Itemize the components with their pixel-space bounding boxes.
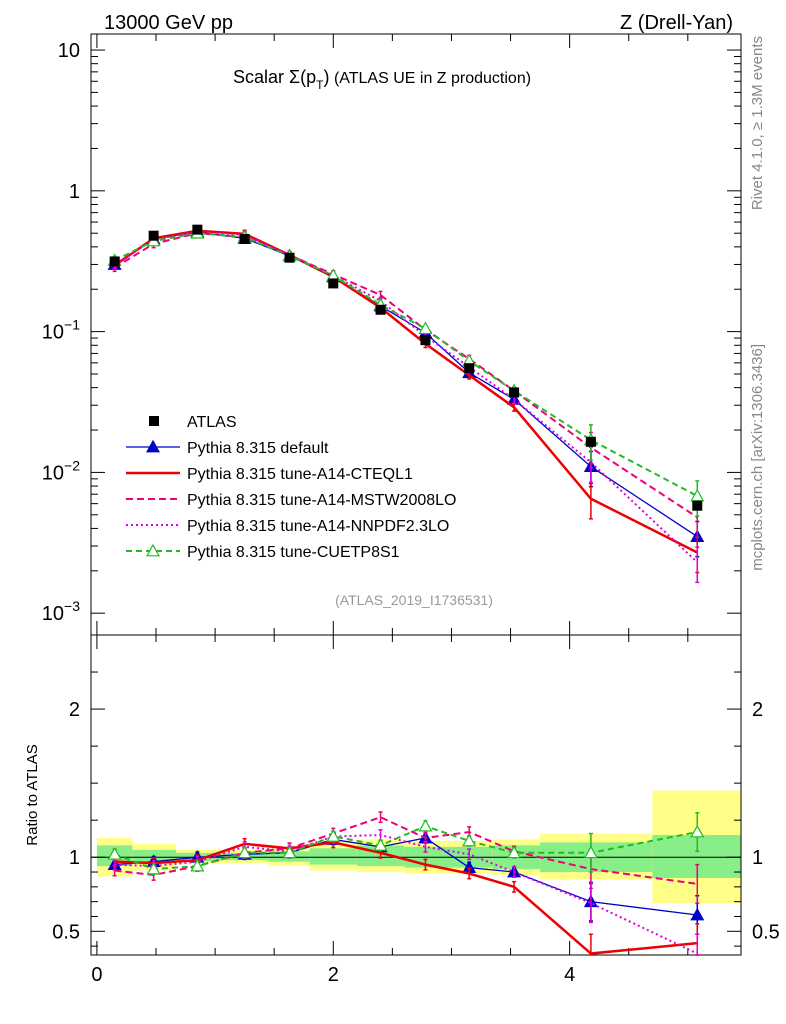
ratio-point-cuetp8s1	[690, 824, 705, 838]
legend-label-data: ATLAS	[187, 414, 237, 431]
mcplots-label: mcplots.cern.ch [arXiv:1306.3436]	[749, 344, 766, 571]
ratio-point-cuetp8s1	[507, 845, 522, 859]
y-tick-mantissa: 10	[42, 603, 64, 625]
ratio-line-default	[114, 837, 698, 916]
ratio-point-cuetp8s1	[583, 845, 598, 859]
ratio-y-axis-label: Ratio to ATLAS	[24, 744, 41, 845]
y-tick-exponent: −1	[64, 317, 80, 333]
legend-marker-data	[149, 416, 159, 426]
legend-marker-cuetp8s1	[145, 543, 161, 557]
ratio-point-cuetp8s1	[190, 858, 205, 872]
ratio-point-cuetp8s1	[373, 838, 388, 851]
y-tick-label: 10−2	[42, 457, 80, 484]
ratio-y-tick-label-right: 0.5	[752, 921, 780, 943]
y-tick-label: 10−3	[42, 598, 80, 625]
legend-marker-default	[145, 439, 161, 453]
ratio-point-cuetp8s1	[107, 847, 122, 860]
ratio-point-default	[690, 907, 705, 921]
legend-label-mstw: Pythia 8.315 tune-A14-MSTW2008LO	[187, 492, 456, 509]
y-tick-label: 1	[69, 181, 80, 203]
data-point	[239, 233, 250, 244]
data-point	[509, 387, 520, 398]
ratio-point-cuetp8s1	[146, 861, 161, 875]
ratio-y-tick-label-right: 1	[752, 847, 763, 869]
legend-label-cuetp8s1: Pythia 8.315 tune-CUETP8S1	[187, 544, 400, 561]
ratio-y-tick-label-right: 2	[752, 699, 763, 721]
ratio-point-cuetp8s1	[326, 829, 341, 842]
main-title: Scalar Σ(pT) (ATLAS UE in Z production)	[233, 67, 531, 92]
ratio-axis-ticks: 2 2 1 1 0.5 0.5 0 2 4	[52, 635, 780, 986]
ratio-uncertainty-bands	[91, 790, 741, 904]
ratio-point-cuetp8s1	[462, 833, 477, 847]
series-point-cuetp8s1	[690, 488, 705, 502]
data-point	[585, 436, 596, 447]
x-tick-label: 0	[91, 964, 102, 986]
data-point	[692, 500, 703, 511]
x-tick-label: 4	[564, 964, 575, 986]
legend: ATLAS Pythia 8.315 default Pythia 8.315 tu…	[126, 414, 456, 561]
band-inner-segment	[309, 848, 357, 865]
data-point	[375, 304, 386, 315]
title-main-text: Scalar Σ(p	[233, 67, 316, 87]
header-left-label: 13000 GeV pp	[104, 12, 233, 34]
data-point	[192, 224, 203, 235]
legend-label-default: Pythia 8.315 default	[187, 440, 329, 457]
main-series-layer	[107, 224, 705, 584]
title-rest: (ATLAS UE in Z production)	[330, 70, 532, 87]
title-subscript: T	[316, 78, 324, 92]
ratio-line-nnpdf	[114, 833, 698, 955]
title-close-paren: )	[324, 67, 330, 87]
y-tick-label: 10	[58, 40, 80, 62]
series-line-cuetp8s1	[114, 232, 698, 497]
y-tick-label: 10−1	[42, 317, 80, 344]
y-tick-exponent: −2	[64, 457, 80, 473]
ratio-line-cuetp8s1	[114, 825, 698, 871]
header-right-label: Z (Drell-Yan)	[620, 12, 733, 34]
y-tick-mantissa: 10	[42, 322, 64, 344]
data-point	[109, 256, 120, 267]
series-point-cuetp8s1	[418, 321, 433, 335]
analysis-label: (ATLAS_2019_I1736531)	[335, 592, 493, 608]
series-line-cteql1	[113, 229, 698, 554]
data-point	[284, 252, 295, 263]
data-point	[420, 335, 431, 346]
ratio-line-mstw	[114, 816, 698, 885]
ratio-y-tick-label-left: 0.5	[52, 921, 80, 943]
data-point	[328, 278, 339, 289]
series-line-nnpdf	[114, 230, 698, 563]
y-tick-exponent: −3	[64, 598, 80, 614]
ratio-line-cteql1	[114, 841, 698, 955]
x-tick-label: 2	[328, 964, 339, 986]
rivet-label: Rivet 4.1.0, ≥ 1.3M events	[749, 36, 766, 210]
legend-label-cteql1: Pythia 8.315 tune-A14-CTEQL1	[187, 466, 413, 483]
ratio-series-layer	[107, 811, 705, 956]
ratio-plot-frame	[90, 634, 742, 956]
ratio-point-cuetp8s1	[418, 818, 433, 832]
ratio-point-cuetp8s1	[282, 845, 297, 859]
data-point	[148, 230, 159, 241]
y-tick-mantissa: 10	[42, 462, 64, 484]
ratio-y-tick-label-left: 1	[69, 847, 80, 869]
data-point	[464, 363, 475, 374]
ratio-point-cuetp8s1	[237, 845, 252, 859]
ratio-y-tick-label-left: 2	[69, 699, 80, 721]
series-line-default	[114, 231, 698, 538]
legend-label-nnpdf: Pythia 8.315 tune-A14-NNPDF2.3LO	[187, 518, 449, 535]
